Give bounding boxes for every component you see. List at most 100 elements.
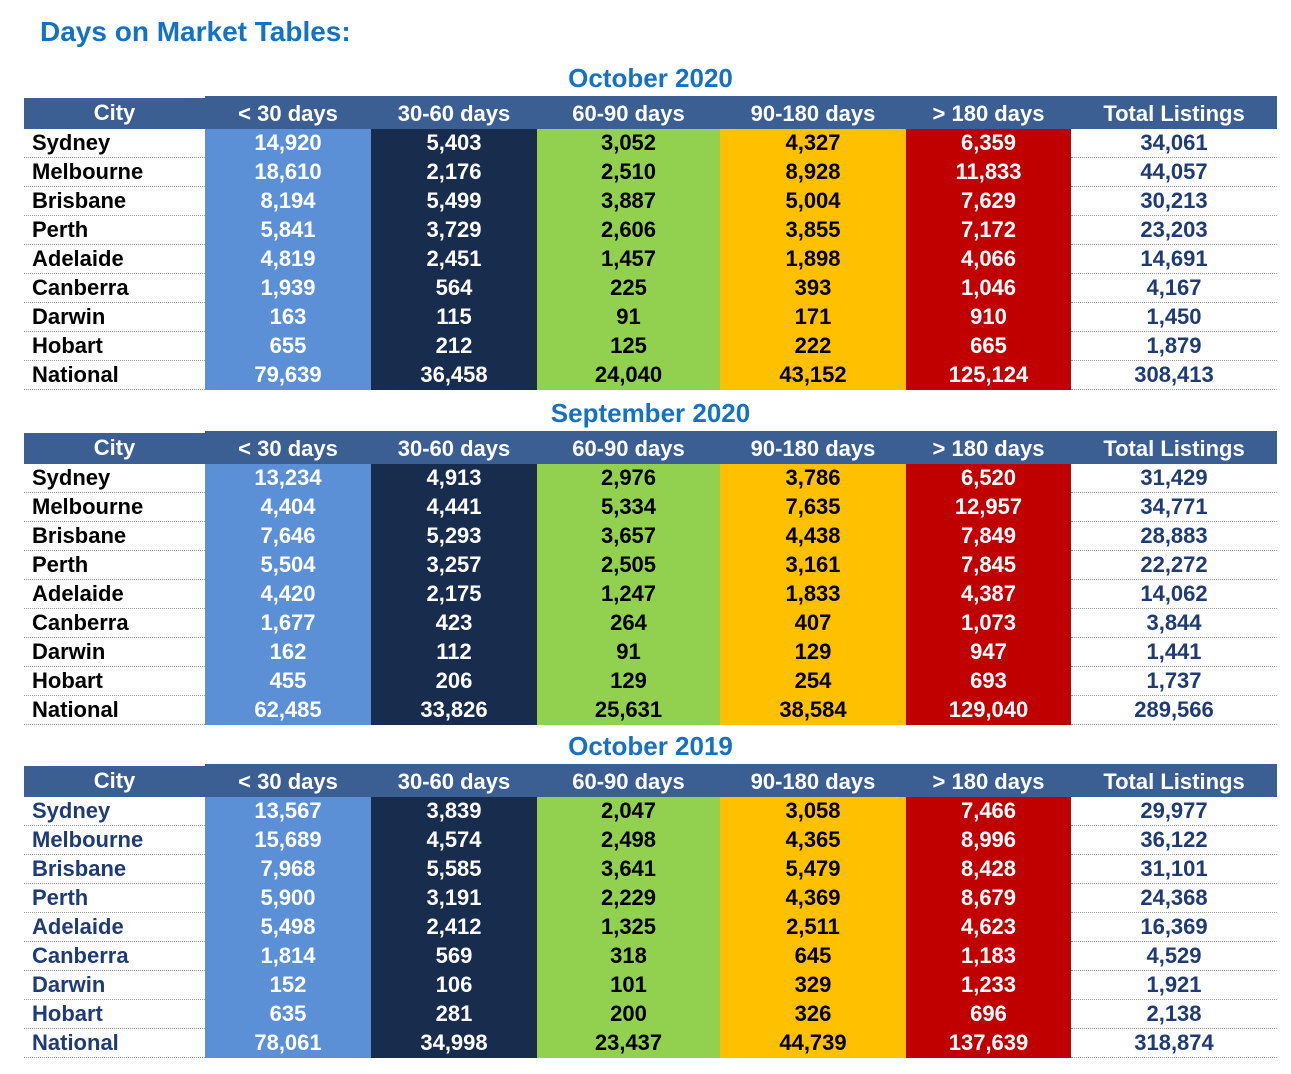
60-90-days-cell: 5,334 [537, 492, 720, 522]
30-60-days-cell: 4,574 [371, 825, 537, 855]
column-header: 60-90 days [537, 429, 720, 464]
90-180-days-cell: 3,855 [720, 215, 906, 245]
table-header-row: City < 30 days 30-60 days 60-90 days 90-180 … [24, 762, 1277, 797]
under-30-days-cell: 5,498 [205, 912, 371, 942]
days-on-market-table: City < 30 days 30-60 days 60-90 days 90-180 … [24, 94, 1277, 390]
60-90-days-cell: 3,887 [537, 186, 720, 216]
over-180-days-cell: 6,359 [906, 129, 1071, 158]
over-180-days-cell: 11,833 [906, 157, 1071, 187]
column-header-city: City [24, 95, 205, 129]
days-on-market-table-block: September 2020 City < 30 days 30-60 days 60-… [24, 397, 1277, 725]
over-180-days-cell: 696 [906, 999, 1071, 1029]
table-row: Sydney 14,920 5,403 3,052 4,327 6,359 34,061 [24, 129, 1277, 158]
city-name-cell: Canberra [24, 273, 205, 303]
60-90-days-cell: 3,052 [537, 129, 720, 158]
city-name-cell: Melbourne [24, 492, 205, 522]
total-listings-cell: 30,213 [1071, 186, 1277, 216]
table-period-title: October 2019 [568, 731, 733, 761]
total-listings-cell: 318,874 [1071, 1028, 1277, 1058]
under-30-days-cell: 4,420 [205, 579, 371, 609]
total-listings-cell: 289,566 [1071, 695, 1277, 725]
column-header: 90-180 days [720, 429, 906, 464]
under-30-days-cell: 7,646 [205, 521, 371, 551]
90-180-days-cell: 1,898 [720, 244, 906, 274]
city-name-cell: Perth [24, 215, 205, 245]
30-60-days-cell: 569 [371, 941, 537, 971]
days-on-market-table-block: October 2019 City < 30 days 30-60 days 60-90… [24, 730, 1277, 1058]
60-90-days-cell: 24,040 [537, 360, 720, 390]
days-on-market-table-block: October 2020 City < 30 days 30-60 days 60-90… [24, 62, 1277, 390]
30-60-days-cell: 5,403 [371, 129, 537, 158]
60-90-days-cell: 2,510 [537, 157, 720, 187]
column-header: 90-180 days [720, 94, 906, 129]
60-90-days-cell: 2,047 [537, 797, 720, 826]
30-60-days-cell: 2,412 [371, 912, 537, 942]
30-60-days-cell: 2,176 [371, 157, 537, 187]
60-90-days-cell: 1,325 [537, 912, 720, 942]
60-90-days-cell: 3,657 [537, 521, 720, 551]
over-180-days-cell: 665 [906, 331, 1071, 361]
30-60-days-cell: 4,441 [371, 492, 537, 522]
total-listings-cell: 4,167 [1071, 273, 1277, 303]
city-name-cell: Perth [24, 883, 205, 913]
60-90-days-cell: 2,505 [537, 550, 720, 580]
30-60-days-cell: 33,826 [371, 695, 537, 725]
30-60-days-cell: 3,839 [371, 797, 537, 826]
total-listings-cell: 3,844 [1071, 608, 1277, 638]
under-30-days-cell: 5,841 [205, 215, 371, 245]
under-30-days-cell: 5,504 [205, 550, 371, 580]
city-name-cell: Darwin [24, 637, 205, 667]
under-30-days-cell: 152 [205, 970, 371, 1000]
30-60-days-cell: 423 [371, 608, 537, 638]
90-180-days-cell: 4,365 [720, 825, 906, 855]
60-90-days-cell: 91 [537, 637, 720, 667]
table-row: Perth 5,841 3,729 2,606 3,855 7,172 23,203 [24, 215, 1277, 245]
city-name-cell: Adelaide [24, 579, 205, 609]
table-row: Darwin 152 106 101 329 1,233 1,921 [24, 970, 1277, 1000]
90-180-days-cell: 5,479 [720, 854, 906, 884]
city-name-cell: Melbourne [24, 825, 205, 855]
under-30-days-cell: 4,404 [205, 492, 371, 522]
table-row: Sydney 13,234 4,913 2,976 3,786 6,520 31,429 [24, 464, 1277, 493]
column-header-label: City [24, 433, 205, 464]
30-60-days-cell: 564 [371, 273, 537, 303]
total-listings-cell: 1,450 [1071, 302, 1277, 332]
column-header: 30-60 days [371, 94, 537, 129]
30-60-days-cell: 106 [371, 970, 537, 1000]
30-60-days-cell: 5,585 [371, 854, 537, 884]
90-180-days-cell: 407 [720, 608, 906, 638]
over-180-days-cell: 6,520 [906, 464, 1071, 493]
column-header-city: City [24, 763, 205, 797]
over-180-days-cell: 7,466 [906, 797, 1071, 826]
90-180-days-cell: 1,833 [720, 579, 906, 609]
90-180-days-cell: 4,327 [720, 129, 906, 158]
60-90-days-cell: 2,976 [537, 464, 720, 493]
column-header: Total Listings [1071, 429, 1277, 464]
over-180-days-cell: 8,679 [906, 883, 1071, 913]
total-listings-cell: 44,057 [1071, 157, 1277, 187]
90-180-days-cell: 171 [720, 302, 906, 332]
total-listings-cell: 36,122 [1071, 825, 1277, 855]
total-listings-cell: 1,879 [1071, 331, 1277, 361]
table-row: National 79,639 36,458 24,040 43,152 125,124 3… [24, 360, 1277, 390]
city-name-cell: Adelaide [24, 244, 205, 274]
over-180-days-cell: 8,428 [906, 854, 1071, 884]
table-row: Canberra 1,939 564 225 393 1,046 4,167 [24, 273, 1277, 303]
column-header: 60-90 days [537, 94, 720, 129]
under-30-days-cell: 1,677 [205, 608, 371, 638]
over-180-days-cell: 1,233 [906, 970, 1071, 1000]
60-90-days-cell: 23,437 [537, 1028, 720, 1058]
30-60-days-cell: 5,499 [371, 186, 537, 216]
city-name-cell: Sydney [24, 797, 205, 826]
table-row: Brisbane 7,968 5,585 3,641 5,479 8,428 31,101 [24, 854, 1277, 884]
column-header: > 180 days [906, 94, 1071, 129]
table-row: Adelaide 4,819 2,451 1,457 1,898 4,066 14,691 [24, 244, 1277, 274]
under-30-days-cell: 8,194 [205, 186, 371, 216]
over-180-days-cell: 1,046 [906, 273, 1071, 303]
over-180-days-cell: 4,387 [906, 579, 1071, 609]
30-60-days-cell: 2,175 [371, 579, 537, 609]
column-header: > 180 days [906, 762, 1071, 797]
total-listings-cell: 1,921 [1071, 970, 1277, 1000]
over-180-days-cell: 7,849 [906, 521, 1071, 551]
90-180-days-cell: 43,152 [720, 360, 906, 390]
